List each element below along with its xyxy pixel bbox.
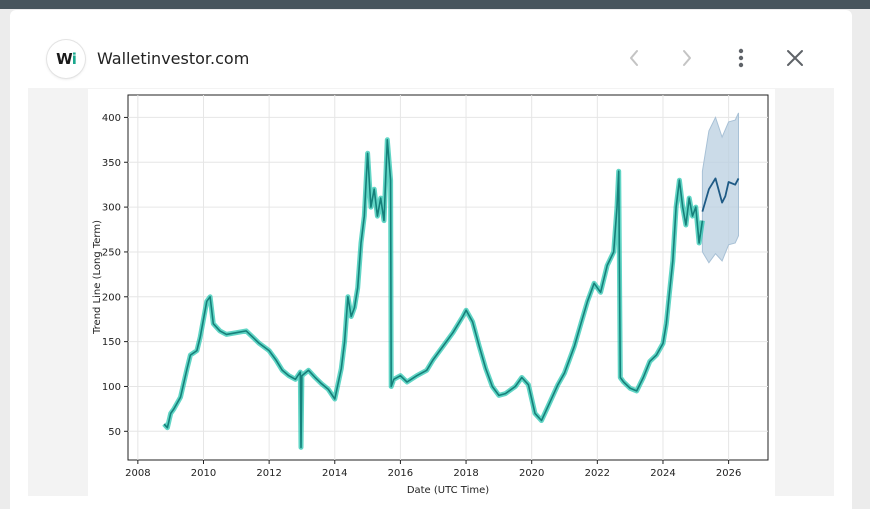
x-tick-label: 2008: [125, 468, 150, 479]
plot-area: [127, 94, 769, 461]
x-tick-label: 2012: [256, 468, 281, 479]
forward-button[interactable]: [673, 44, 701, 72]
y-tick-label: 100: [102, 382, 121, 393]
y-tick-label: 50: [108, 427, 121, 438]
x-tick-label: 2014: [322, 468, 347, 479]
x-tick-label: 2022: [585, 468, 610, 479]
logo-letter-i: i: [71, 50, 77, 68]
y-tick-label: 250: [102, 247, 121, 258]
y-axis-label: Trend Line (Long Term): [92, 220, 103, 335]
chevron-left-icon: [630, 50, 638, 66]
y-tick-label: 200: [102, 292, 121, 303]
close-button[interactable]: [781, 44, 809, 72]
back-button[interactable]: [620, 44, 648, 72]
y-axis-ticks: 50 100 150 200 250 300 350 400: [102, 113, 128, 438]
y-tick-label: 300: [102, 203, 121, 214]
logo-letter-w: W: [56, 50, 73, 68]
x-tick-label: 2024: [650, 468, 675, 479]
trend-line: [163, 139, 704, 449]
y-tick-label: 350: [102, 158, 121, 169]
y-tick-label: 400: [102, 113, 121, 124]
forecast-line: [701, 177, 740, 212]
x-axis-ticks: 2008 2010 2012 2014 2016 2018 2020 2022 2024 2026: [125, 460, 741, 479]
top-status-bar: [0, 0, 870, 9]
x-tick-label: 2016: [388, 468, 413, 479]
trend-chart: 2008 2010 2012 2014 2016 2018 2020 2022 2024 2026…: [88, 89, 775, 509]
y-tick-label: 150: [102, 337, 121, 348]
x-tick-label: 2026: [716, 468, 741, 479]
forecast-band: [701, 112, 739, 264]
close-icon: [787, 50, 803, 66]
x-tick-label: 2010: [191, 468, 216, 479]
x-tick-label: 2020: [519, 468, 544, 479]
chevron-right-icon: [683, 50, 691, 66]
x-axis-label: Date (UTC Time): [407, 485, 489, 496]
trend-chart-svg: 2008 2010 2012 2014 2016 2018 2020 2022 2024 2026…: [92, 94, 769, 496]
x-tick-label: 2018: [453, 468, 478, 479]
more-options-button[interactable]: [727, 44, 755, 72]
more-vert-icon: [738, 48, 744, 68]
site-title: Walletinvestor.com: [97, 49, 250, 68]
